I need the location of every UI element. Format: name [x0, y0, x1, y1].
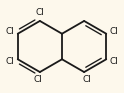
Text: Cl: Cl	[5, 27, 14, 36]
Text: Cl: Cl	[33, 75, 42, 84]
Text: Cl: Cl	[110, 57, 119, 66]
Text: Cl: Cl	[35, 8, 44, 17]
Text: Cl: Cl	[82, 75, 91, 84]
Text: Cl: Cl	[110, 27, 119, 36]
Text: Cl: Cl	[5, 57, 14, 66]
